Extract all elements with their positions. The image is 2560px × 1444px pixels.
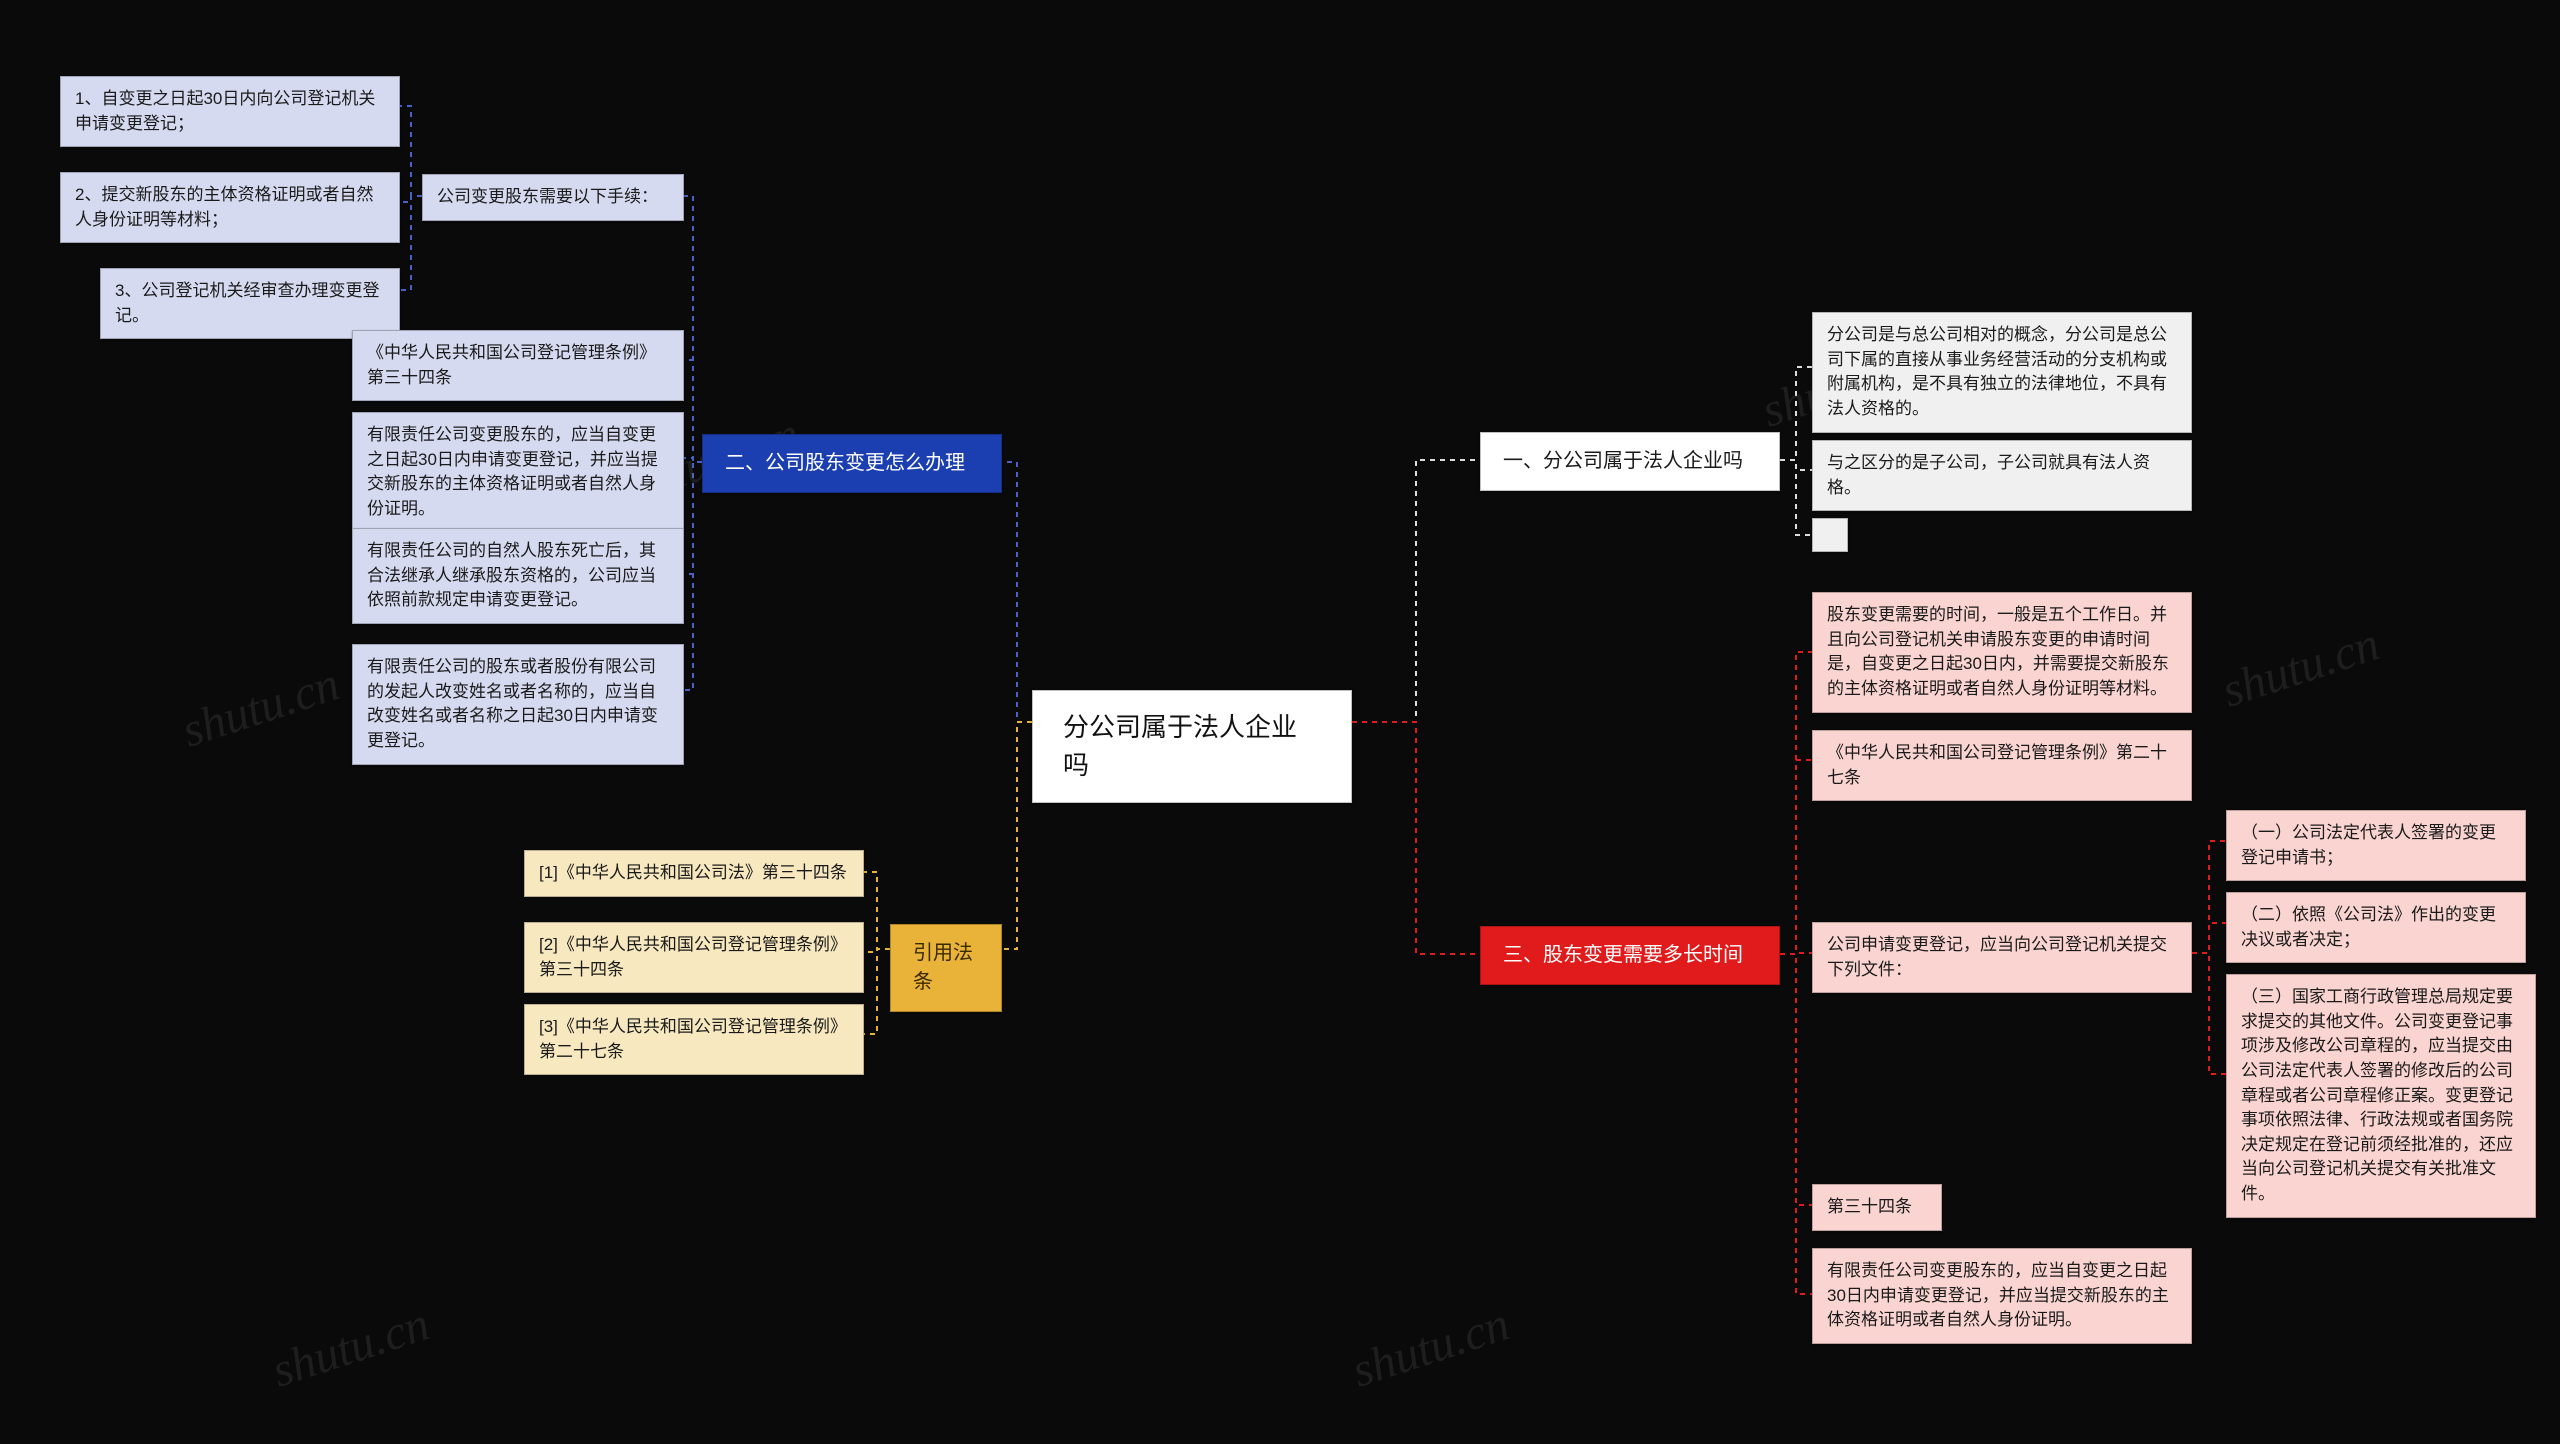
leaf-b1-0-text: 分公司是与总公司相对的概念，分公司是总公司下属的直接从事业务经营活动的分支机构或… (1827, 325, 2167, 418)
leaf-b3-2-sub-1-text: （二）依照《公司法》作出的变更决议或者决定； (2241, 905, 2496, 949)
leaf-b4-0-text: [1]《中华人民共和国公司法》第三十四条 (539, 863, 847, 882)
leaf-b2-0-sub-0-text: 1、自变更之日起30日内向公司登记机关申请变更登记； (75, 89, 375, 133)
leaf-b3-0: 股东变更需要的时间，一般是五个工作日。并且向公司登记机关申请股东变更的申请时间是… (1812, 592, 2192, 713)
leaf-b1-2 (1812, 518, 1848, 552)
leaf-b2-0: 公司变更股东需要以下手续： (422, 174, 684, 221)
leaf-b4-0: [1]《中华人民共和国公司法》第三十四条 (524, 850, 864, 897)
leaf-b2-1: 《中华人民共和国公司登记管理条例》第三十四条 (352, 330, 684, 401)
branch-b2: 二、公司股东变更怎么办理 (702, 434, 1002, 493)
leaf-b2-0-sub-2-text: 3、公司登记机关经审查办理变更登记。 (115, 281, 379, 325)
branch-b3-text: 三、股东变更需要多长时间 (1503, 944, 1743, 966)
leaf-b2-4-text: 有限责任公司的股东或者股份有限公司的发起人改变姓名或者名称的，应当自改变姓名或者… (367, 657, 658, 750)
watermark-4: shutu.cn (1345, 1296, 1515, 1398)
leaf-b3-3: 第三十四条 (1812, 1184, 1942, 1231)
central-node: 分公司属于法人企业吗 (1032, 690, 1352, 803)
leaf-b2-3-text: 有限责任公司的自然人股东死亡后，其合法继承人继承股东资格的，公司应当依照前款规定… (367, 541, 656, 609)
leaf-b4-2: [3]《中华人民共和国公司登记管理条例》第二十七条 (524, 1004, 864, 1075)
leaf-b3-1: 《中华人民共和国公司登记管理条例》第二十七条 (1812, 730, 2192, 801)
leaf-b3-3-text: 第三十四条 (1827, 1197, 1912, 1216)
leaf-b1-0: 分公司是与总公司相对的概念，分公司是总公司下属的直接从事业务经营活动的分支机构或… (1812, 312, 2192, 433)
central-node-text: 分公司属于法人企业吗 (1063, 712, 1297, 780)
leaf-b2-3: 有限责任公司的自然人股东死亡后，其合法继承人继承股东资格的，公司应当依照前款规定… (352, 528, 684, 624)
leaf-b1-1: 与之区分的是子公司，子公司就具有法人资格。 (1812, 440, 2192, 511)
leaf-b3-1-text: 《中华人民共和国公司登记管理条例》第二十七条 (1827, 743, 2167, 787)
watermark-0: shutu.cn (175, 656, 345, 758)
leaf-b3-0-text: 股东变更需要的时间，一般是五个工作日。并且向公司登记机关申请股东变更的申请时间是… (1827, 605, 2169, 698)
leaf-b1-1-text: 与之区分的是子公司，子公司就具有法人资格。 (1827, 453, 2150, 497)
leaf-b3-2-sub-2: （三）国家工商行政管理总局规定要求提交的其他文件。公司变更登记事项涉及修改公司章… (2226, 974, 2536, 1218)
leaf-b3-4-text: 有限责任公司变更股东的，应当自变更之日起30日内申请变更登记，并应当提交新股东的… (1827, 1261, 2169, 1329)
branch-b4: 引用法条 (890, 924, 1002, 1012)
leaf-b2-0-sub-1: 2、提交新股东的主体资格证明或者自然人身份证明等材料； (60, 172, 400, 243)
leaf-b2-0-sub-2: 3、公司登记机关经审查办理变更登记。 (100, 268, 400, 339)
branch-b4-text: 引用法条 (913, 942, 973, 993)
leaf-b3-2-sub-1: （二）依照《公司法》作出的变更决议或者决定； (2226, 892, 2526, 963)
watermark-3: shutu.cn (2215, 616, 2385, 718)
branch-b1-text: 一、分公司属于法人企业吗 (1503, 450, 1743, 472)
leaf-b3-2-text: 公司申请变更登记，应当向公司登记机关提交下列文件： (1827, 935, 2167, 979)
leaf-b3-2-sub-0: （一）公司法定代表人签署的变更登记申请书； (2226, 810, 2526, 881)
leaf-b3-4: 有限责任公司变更股东的，应当自变更之日起30日内申请变更登记，并应当提交新股东的… (1812, 1248, 2192, 1344)
leaf-b4-1-text: [2]《中华人民共和国公司登记管理条例》第三十四条 (539, 935, 847, 979)
leaf-b2-2: 有限责任公司变更股东的，应当自变更之日起30日内申请变更登记，并应当提交新股东的… (352, 412, 684, 533)
leaf-b3-2-sub-0-text: （一）公司法定代表人签署的变更登记申请书； (2241, 823, 2496, 867)
branch-b3: 三、股东变更需要多长时间 (1480, 926, 1780, 985)
leaf-b2-0-sub-0: 1、自变更之日起30日内向公司登记机关申请变更登记； (60, 76, 400, 147)
leaf-b2-4: 有限责任公司的股东或者股份有限公司的发起人改变姓名或者名称的，应当自改变姓名或者… (352, 644, 684, 765)
leaf-b2-2-text: 有限责任公司变更股东的，应当自变更之日起30日内申请变更登记，并应当提交新股东的… (367, 425, 658, 518)
branch-b2-text: 二、公司股东变更怎么办理 (725, 452, 965, 474)
leaf-b2-1-text: 《中华人民共和国公司登记管理条例》第三十四条 (367, 343, 656, 387)
leaf-b3-2: 公司申请变更登记，应当向公司登记机关提交下列文件： (1812, 922, 2192, 993)
leaf-b2-0-text: 公司变更股东需要以下手续： (437, 187, 658, 206)
branch-b1: 一、分公司属于法人企业吗 (1480, 432, 1780, 491)
leaf-b3-2-sub-2-text: （三）国家工商行政管理总局规定要求提交的其他文件。公司变更登记事项涉及修改公司章… (2241, 987, 2513, 1203)
leaf-b4-2-text: [3]《中华人民共和国公司登记管理条例》第二十七条 (539, 1017, 847, 1061)
leaf-b2-0-sub-1-text: 2、提交新股东的主体资格证明或者自然人身份证明等材料； (75, 185, 373, 229)
watermark-5: shutu.cn (265, 1296, 435, 1398)
leaf-b4-1: [2]《中华人民共和国公司登记管理条例》第三十四条 (524, 922, 864, 993)
